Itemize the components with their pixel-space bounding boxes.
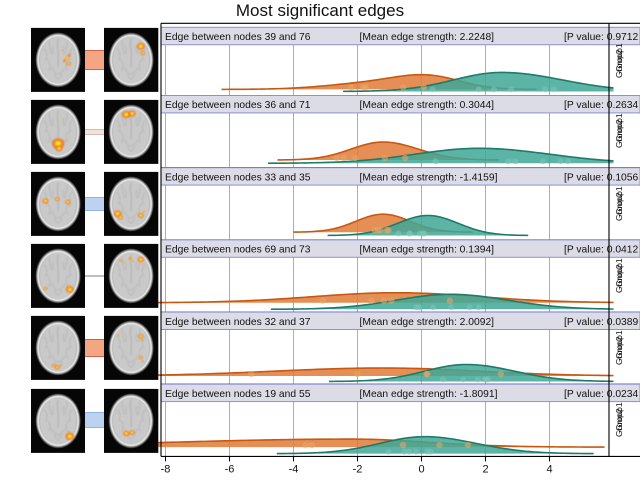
svg-text:0: 0: [418, 463, 424, 475]
svg-text:[P value: 0.0389: [P value: 0.0389: [564, 317, 639, 328]
svg-text:[P value: 0.9712: [P value: 0.9712: [564, 32, 639, 43]
svg-text:Edge between nodes 33 and 35: Edge between nodes 33 and 35: [165, 172, 311, 183]
svg-text:[Mean edge strength: -1.8091]: [Mean edge strength: -1.8091]: [360, 389, 498, 400]
svg-text:[Mean edge strength: -1.4159]: [Mean edge strength: -1.4159]: [360, 172, 498, 183]
svg-text:Edge between nodes 39 and 76: Edge between nodes 39 and 76: [165, 32, 311, 43]
svg-text:-4: -4: [289, 463, 299, 475]
svg-text:[P value: 0.2634: [P value: 0.2634: [564, 100, 639, 111]
svg-text:[Mean edge strength: 0.3044]: [Mean edge strength: 0.3044]: [360, 100, 495, 111]
svg-text:[P value: 0.0234: [P value: 0.0234: [564, 389, 639, 400]
svg-text:4: 4: [546, 463, 552, 475]
svg-text:Edge between nodes 36 and 71: Edge between nodes 36 and 71: [165, 100, 311, 111]
svg-text:[Mean edge strength: 0.1394]: [Mean edge strength: 0.1394]: [360, 245, 495, 256]
svg-text:-2: -2: [353, 463, 363, 475]
svg-text:-8: -8: [161, 463, 171, 475]
svg-text:Edge between nodes 19 and 55: Edge between nodes 19 and 55: [165, 389, 311, 400]
svg-text:[Mean edge strength: 2.2248]: [Mean edge strength: 2.2248]: [360, 32, 495, 43]
svg-text:Edge between nodes 32 and 37: Edge between nodes 32 and 37: [165, 317, 311, 328]
svg-text:[P value: 0.1056: [P value: 0.1056: [564, 172, 639, 183]
svg-text:Edge between nodes 69 and 73: Edge between nodes 69 and 73: [165, 245, 311, 256]
svg-text:-6: -6: [225, 463, 235, 475]
svg-text:2: 2: [482, 463, 488, 475]
svg-text:[Mean edge strength: 2.0092]: [Mean edge strength: 2.0092]: [360, 317, 495, 328]
svg-text:[P value: 0.0412: [P value: 0.0412: [564, 245, 639, 256]
